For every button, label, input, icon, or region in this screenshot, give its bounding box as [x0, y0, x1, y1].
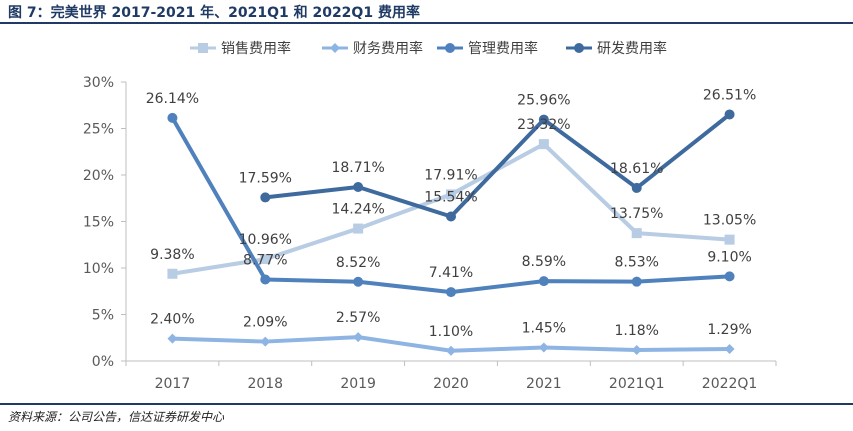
- data-label: 8.53%: [614, 255, 658, 271]
- x-tick-label: 2019: [340, 376, 376, 392]
- data-label: 1.29%: [707, 322, 751, 338]
- data-point: [446, 287, 456, 298]
- data-label: 23.32%: [517, 117, 570, 133]
- data-point: [446, 211, 456, 222]
- data-label: 2.57%: [336, 310, 380, 326]
- data-label: 25.96%: [517, 93, 570, 109]
- data-label: 14.24%: [331, 202, 384, 218]
- data-point: [167, 268, 178, 279]
- x-tick-label: 2017: [155, 376, 191, 392]
- legend-label: 财务费用率: [353, 40, 423, 57]
- data-point: [260, 254, 271, 265]
- source-note: 资料来源：公司公告，信达证券研发中心: [8, 410, 225, 424]
- data-point: [724, 344, 735, 355]
- data-label: 8.52%: [336, 255, 380, 271]
- data-label: 1.45%: [522, 321, 566, 337]
- y-tick-label: 25%: [83, 122, 114, 138]
- data-point: [631, 276, 642, 287]
- series-line-4: [265, 112, 731, 219]
- data-point: [538, 114, 549, 125]
- data-point: [167, 112, 178, 123]
- data-point: [446, 345, 456, 356]
- data-point: [353, 276, 364, 287]
- data-point: [260, 274, 271, 285]
- data-label: 13.75%: [610, 206, 663, 222]
- data-point: [353, 332, 364, 343]
- y-tick-label: 0%: [92, 354, 114, 370]
- data-point: [353, 223, 364, 234]
- data-label: 1.10%: [429, 324, 473, 340]
- data-point: [538, 139, 549, 150]
- title-rule: [0, 22, 853, 24]
- y-tick-label: 10%: [83, 261, 114, 277]
- data-point: [724, 109, 735, 120]
- data-point: [724, 271, 735, 282]
- data-point: [538, 342, 549, 353]
- legend-marker: [198, 43, 208, 53]
- data-label: 17.59%: [239, 170, 292, 186]
- legend-label: 研发费用率: [597, 40, 667, 57]
- source-rule: [0, 403, 853, 405]
- data-label: 1.18%: [614, 323, 658, 339]
- data-point: [260, 192, 271, 203]
- data-label: 8.77%: [243, 252, 287, 268]
- legend-marker: [445, 43, 455, 53]
- data-point: [631, 182, 642, 193]
- legend-label: 管理费用率: [468, 40, 538, 57]
- data-label: 9.10%: [707, 249, 751, 265]
- data-label: 13.05%: [703, 213, 756, 229]
- legend-marker: [330, 43, 340, 53]
- data-label: 2.09%: [243, 315, 287, 331]
- y-tick-label: 20%: [83, 168, 114, 184]
- data-point: [724, 234, 735, 245]
- x-tick-label: 2021Q1: [609, 376, 665, 392]
- data-point: [446, 189, 456, 200]
- data-label: 26.14%: [146, 91, 199, 107]
- data-label: 18.71%: [331, 160, 384, 176]
- y-tick-label: 30%: [83, 75, 114, 91]
- data-point: [260, 336, 271, 347]
- data-point: [631, 345, 642, 356]
- data-label: 26.51%: [703, 87, 756, 103]
- data-label: 17.91%: [424, 167, 477, 183]
- legend-label: 销售费用率: [221, 40, 291, 57]
- y-tick-label: 15%: [83, 215, 114, 231]
- data-point: [353, 181, 364, 192]
- data-point: [167, 333, 178, 344]
- y-tick-label: 5%: [92, 308, 114, 324]
- chart-title: 图 7：完美世界 2017-2021 年、2021Q1 和 2022Q1 费用率: [8, 5, 420, 21]
- data-label: 10.96%: [239, 232, 292, 248]
- data-label: 8.59%: [522, 254, 566, 270]
- x-tick-label: 2022Q1: [702, 376, 758, 392]
- data-label: 15.54%: [424, 189, 477, 205]
- data-label: 2.40%: [150, 312, 194, 328]
- x-tick-label: 2020: [433, 376, 469, 392]
- x-tick-label: 2021: [526, 376, 562, 392]
- data-label: 18.61%: [610, 161, 663, 177]
- x-tick-label: 2018: [247, 376, 283, 392]
- data-point: [538, 276, 549, 287]
- data-label: 9.38%: [150, 247, 194, 263]
- data-point: [631, 228, 642, 239]
- legend-marker: [574, 43, 584, 53]
- data-label: 7.41%: [429, 265, 473, 281]
